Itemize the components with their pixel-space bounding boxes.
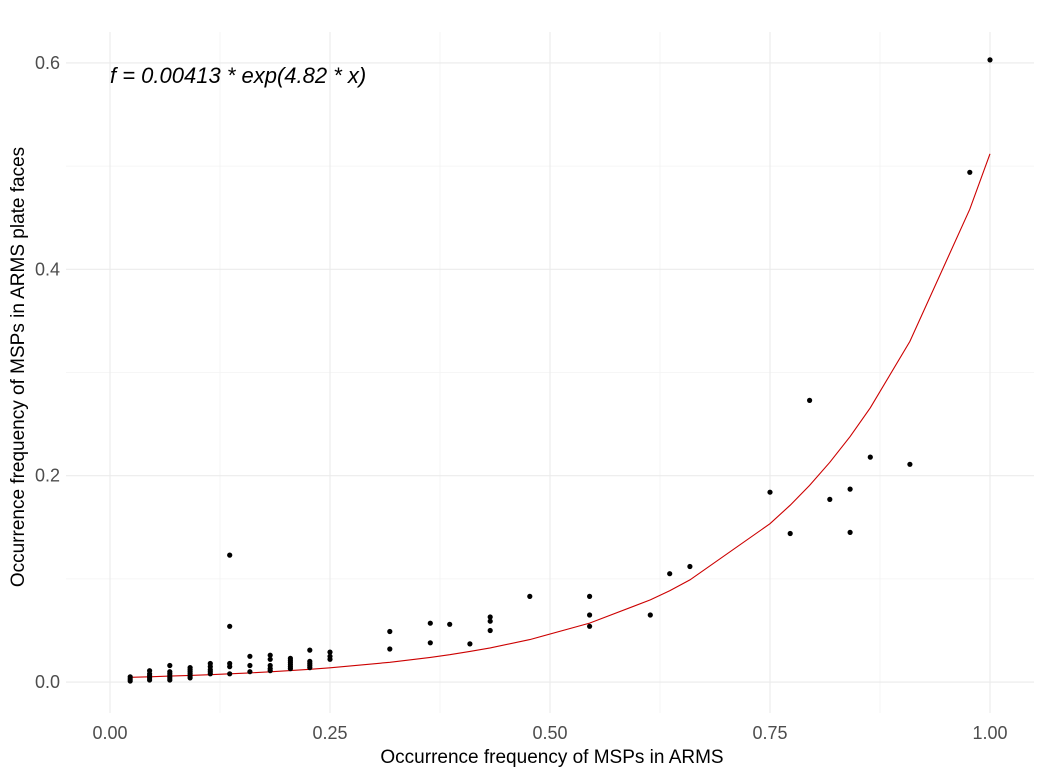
data-point xyxy=(667,571,673,577)
data-point xyxy=(167,669,173,675)
data-point xyxy=(587,593,593,600)
fit-curve-layer xyxy=(130,153,991,678)
data-point xyxy=(767,489,773,495)
data-point xyxy=(987,57,993,63)
grid xyxy=(66,32,1034,713)
data-point xyxy=(247,653,253,659)
data-point xyxy=(387,646,393,652)
data-point xyxy=(267,662,273,669)
y-tick-label: 0.4 xyxy=(35,259,60,279)
y-tick-label: 0.6 xyxy=(35,53,60,73)
data-point xyxy=(247,662,253,669)
x-tick-label: 0.00 xyxy=(92,723,127,743)
data-point xyxy=(327,649,333,655)
data-point xyxy=(807,397,813,403)
fit-equation-annotation: f = 0.00413 * exp(4.82 * x) xyxy=(110,63,366,88)
data-point xyxy=(827,496,833,502)
data-point xyxy=(907,461,913,467)
data-point xyxy=(287,655,293,661)
data-point xyxy=(327,653,333,659)
data-point xyxy=(227,660,233,667)
data-point xyxy=(587,623,593,629)
data-point xyxy=(487,618,493,624)
data-point xyxy=(467,641,473,647)
data-point xyxy=(307,658,313,665)
data-point xyxy=(487,614,493,620)
fit-curve-line xyxy=(130,153,991,678)
data-point xyxy=(487,627,493,634)
data-point xyxy=(227,671,233,677)
data-point xyxy=(447,621,453,627)
y-tick-label: 0.2 xyxy=(35,466,60,486)
data-point xyxy=(647,612,653,618)
data-point xyxy=(167,662,173,669)
data-point xyxy=(247,669,253,675)
data-point xyxy=(267,652,273,658)
data-point xyxy=(847,529,853,536)
data-point xyxy=(787,530,793,537)
points-layer xyxy=(127,57,993,684)
data-point xyxy=(187,665,193,671)
data-point xyxy=(587,612,593,618)
data-point xyxy=(127,674,133,680)
data-point xyxy=(687,563,693,570)
data-point xyxy=(427,620,433,626)
y-tick-label: 0.0 xyxy=(35,672,60,692)
tick-labels: 0.00 0.25 0.50 0.75 1.00 0.0 0.2 0.4 0.6 xyxy=(35,53,1008,743)
data-point xyxy=(527,593,533,600)
data-point xyxy=(207,660,213,667)
data-point xyxy=(227,623,233,629)
x-axis-title: Occurrence frequency of MSPs in ARMS xyxy=(380,747,723,768)
x-tick-label: 0.75 xyxy=(752,723,787,743)
data-point xyxy=(967,169,973,175)
data-point xyxy=(267,656,273,662)
data-point xyxy=(147,668,153,674)
data-point xyxy=(847,486,853,492)
data-point xyxy=(227,552,233,558)
x-tick-label: 1.00 xyxy=(972,723,1007,743)
data-point xyxy=(387,628,393,635)
x-tick-label: 0.25 xyxy=(312,723,347,743)
y-axis-title: Occurrence frequency of MSPs in ARMS pla… xyxy=(8,147,29,587)
data-point xyxy=(307,647,313,653)
data-point xyxy=(867,454,873,460)
x-tick-label: 0.50 xyxy=(532,723,567,743)
data-point xyxy=(427,640,433,646)
